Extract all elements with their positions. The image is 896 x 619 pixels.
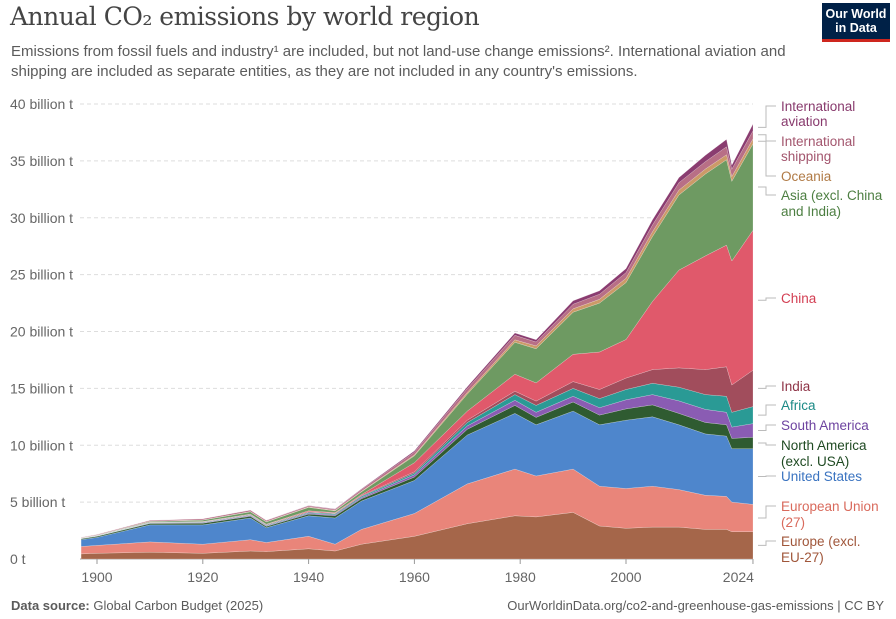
- legend-label: China: [781, 291, 817, 306]
- legend-label-line: Oceania: [781, 169, 832, 184]
- legend: Europe (excl. EU-27) European Union (27) Uni…: [758, 99, 883, 565]
- legend-connector: [758, 475, 776, 477]
- legend-label: North America (excl. USA): [781, 438, 867, 469]
- legend-connector: [758, 424, 776, 431]
- legend-label-line: Africa: [781, 398, 816, 413]
- legend-label: Europe (excl. EU-27): [781, 534, 861, 565]
- legend-label-line: North America: [781, 438, 867, 453]
- y-tick-label: 10 billion t: [10, 437, 73, 453]
- y-tick-label: 15 billion t: [10, 380, 73, 396]
- legend-label-line: Asia (excl. China: [781, 188, 883, 203]
- x-tick-label: 1980: [505, 569, 536, 585]
- chart-subtitle: Emissions from fossil fuels and industry…: [11, 43, 786, 80]
- legend-label: South America: [781, 418, 869, 433]
- legend-label-line: European Union: [781, 499, 879, 514]
- legend-label-line: shipping: [781, 149, 831, 164]
- data-source-text: Global Carbon Budget (2025): [93, 598, 264, 613]
- legend-label: European Union (27): [781, 499, 879, 530]
- chart-title: Annual CO₂ emissions by world region: [10, 2, 480, 31]
- legend-connector: [758, 540, 776, 546]
- legend-label-line: South America: [781, 418, 869, 433]
- legend-label-line: (excl. USA): [781, 454, 849, 469]
- legend-label-line: United States: [781, 469, 862, 484]
- data-source: Data source: Global Carbon Budget (2025): [11, 598, 263, 613]
- x-axis-ticks: 1900 1920 1940 1960 1980 2000 2024: [81, 559, 754, 585]
- legend-label: Asia (excl. China and India): [781, 188, 883, 219]
- legend-label-line: Europe (excl.: [781, 534, 861, 549]
- y-tick-label: 35 billion t: [10, 153, 73, 169]
- legend-connector: [758, 442, 776, 446]
- y-tick-label: 30 billion t: [10, 210, 73, 226]
- legend-label: International aviation: [781, 99, 855, 129]
- legend-label: Africa: [781, 398, 816, 413]
- legend-connector: [758, 140, 776, 177]
- x-tick-label: 1940: [293, 569, 324, 585]
- legend-label-line: India: [781, 379, 811, 394]
- legend-connector: [758, 105, 776, 128]
- legend-label-line: International: [781, 99, 855, 114]
- legend-label: International shipping: [781, 134, 855, 164]
- y-tick-label: 40 billion t: [10, 96, 73, 112]
- legend-connector: [758, 385, 776, 389]
- x-tick-label: 1960: [399, 569, 430, 585]
- legend-label-line: International: [781, 134, 855, 149]
- legend-label-line: aviation: [781, 114, 828, 129]
- legend-connector: [758, 404, 776, 416]
- y-tick-label: 20 billion t: [10, 324, 73, 340]
- legend-label-line: China: [781, 291, 817, 306]
- y-tick-label: 25 billion t: [10, 267, 73, 283]
- x-tick-label: 2000: [610, 569, 641, 585]
- legend-connector: [758, 297, 776, 301]
- y-tick-label: 5 billion t: [10, 494, 65, 510]
- legend-label: Oceania: [781, 169, 832, 184]
- y-tick-label: 0 t: [10, 551, 26, 567]
- x-tick-label: 1900: [81, 569, 112, 585]
- legend-label-line: and India): [781, 204, 841, 219]
- data-source-label: Data source:: [11, 598, 90, 613]
- legend-connector: [758, 186, 776, 196]
- legend-label: United States: [781, 469, 862, 484]
- legend-label-line: (27): [781, 515, 805, 530]
- owid-logo[interactable]: Our World in Data: [822, 3, 890, 42]
- legend-label: India: [781, 379, 811, 394]
- x-tick-label: 2024: [723, 569, 754, 585]
- source-url-link[interactable]: OurWorldinData.org/co2-and-greenhouse-ga…: [507, 598, 884, 613]
- legend-connector: [758, 134, 776, 142]
- legend-label-line: EU-27): [781, 550, 824, 565]
- gridlines: [80, 103, 753, 560]
- area-international-aviation: [81, 123, 754, 538]
- legend-connector: [758, 505, 776, 519]
- x-tick-label: 1920: [187, 569, 218, 585]
- y-axis-ticks: 0 t 5 billion t 10 billion t 15 billion t 20…: [10, 96, 73, 567]
- area-series: [80, 123, 754, 560]
- stacked-area-chart: 0 t 5 billion t 10 billion t 15 billion t 20…: [10, 96, 883, 585]
